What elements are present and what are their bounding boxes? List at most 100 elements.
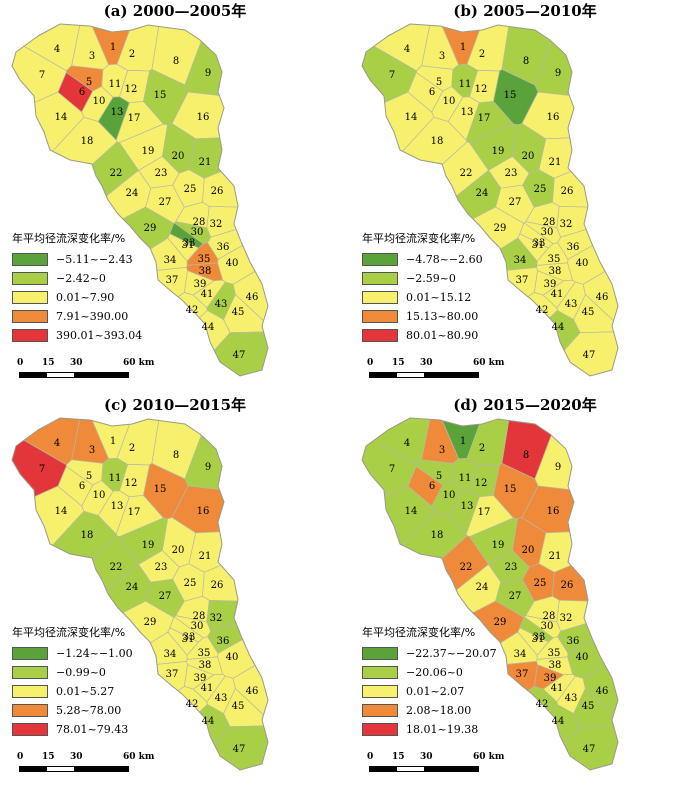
legend-title: 年平均径流深变化率/% [362,626,476,639]
subbasin-label-29: 29 [144,617,157,628]
scale-label: 0 [367,752,374,762]
legend-row: 78.01~79.43 [12,720,133,739]
subbasin-label-8: 8 [173,56,179,67]
subbasin-label-46: 46 [246,292,259,303]
subbasin-label-14: 14 [55,506,68,517]
subbasin-label-3: 3 [89,51,95,62]
legend-row: −0.99~0 [12,663,133,682]
scale-label: 15 [392,752,405,762]
legend: 年平均径流深变化率/% −1.24~−1.00 −0.99~0 0.01~5.2… [12,624,133,739]
legend-row: 390.01~393.04 [12,326,142,345]
subbasin-label-23: 23 [505,168,518,179]
legend-label: −20.06~0 [406,666,463,679]
subbasin-label-33: 33 [183,238,196,249]
subbasin-33 [169,222,204,249]
subbasin-label-28: 28 [193,217,206,228]
subbasin-label-10: 10 [443,490,456,501]
subbasin-label-38: 38 [199,660,212,671]
subbasin-label-32: 32 [210,613,223,624]
legend-row: 7.91~390.00 [12,307,142,326]
subbasin-label-33: 33 [533,632,546,643]
map-panel-a: (a) 2000—2005年 1 2 3 4 5 6 7 8 9 10 11 12 13 14 15 16 17… [0,0,350,394]
subbasin-label-21: 21 [199,551,212,562]
subbasin-label-22: 22 [110,168,123,179]
subbasin-label-35: 35 [548,648,561,659]
subbasin-label-12: 12 [125,84,138,95]
subbasin-label-24: 24 [126,188,139,199]
scale-bar-graphic [19,766,129,772]
legend-swatch [362,310,398,323]
scale-bar: 0 15 30 60 km [365,752,504,776]
map-panel-c: (c) 2010—2015年 1 2 3 4 5 6 7 8 9 10 11 12 13 14 15 16 17… [0,394,350,788]
subbasin-label-35: 35 [548,254,561,265]
scale-label: 60 km [473,358,505,368]
panel-title: (b) 2005—2010年 [453,2,597,20]
subbasin-9 [184,418,268,505]
subbasin-label-17: 17 [128,507,141,518]
subbasin-label-40: 40 [226,258,239,269]
scale-label: 0 [367,358,374,368]
subbasin-label-5: 5 [436,77,442,88]
legend-row: −2.59~0 [362,269,483,288]
subbasin-label-28: 28 [193,611,206,622]
scale-label: 30 [70,752,83,762]
subbasin-label-6: 6 [429,481,435,492]
subbasin-label-9: 9 [555,68,561,79]
subbasin-label-36: 36 [217,242,230,253]
subbasin-label-26: 26 [561,186,574,197]
legend-swatch [362,723,398,736]
legend-swatch [12,291,48,304]
basin-outline [361,23,619,377]
subbasin-label-19: 19 [492,540,505,551]
subbasin-label-36: 36 [567,636,580,647]
subbasin-label-15: 15 [154,484,167,495]
subbasin-label-38: 38 [549,266,562,277]
subbasin-label-29: 29 [494,617,507,628]
subbasin-label-10: 10 [93,490,106,501]
subbasin-label-3: 3 [439,51,445,62]
subbasin-label-27: 27 [509,197,522,208]
subbasin-label-30: 30 [541,227,554,238]
subbasin-label-41: 41 [201,683,214,694]
scale-bar-graphic [369,766,479,772]
subbasin-label-46: 46 [246,686,259,697]
subbasin-label-33: 33 [183,632,196,643]
scale-label: 15 [42,752,55,762]
subbasin-label-9: 9 [205,68,211,79]
subbasin-label-37: 37 [516,669,529,680]
subbasin-label-1: 1 [110,436,116,447]
subbasin-label-32: 32 [560,613,573,624]
subbasin-label-30: 30 [541,621,554,632]
legend-swatch [12,723,48,736]
subbasin-label-9: 9 [205,462,211,473]
scale-bar: 0 15 30 60 km [15,358,154,382]
legend-swatch [362,647,398,660]
subbasin-label-10: 10 [443,96,456,107]
subbasin-label-7: 7 [389,464,395,475]
legend: 年平均径流深变化率/% −4.78~−2.60 −2.59~0 0.01~15.… [362,230,483,345]
subbasin-label-18: 18 [81,530,94,541]
subbasin-label-20: 20 [522,151,535,162]
subbasin-label-28: 28 [543,217,556,228]
legend-label: −2.42~0 [56,272,106,285]
legend-row: −4.78~−2.60 [362,250,483,269]
legend-label: −5.11~−2.43 [56,253,133,266]
subbasin-47 [523,725,618,770]
subbasin-label-40: 40 [576,652,589,663]
legend-swatch [12,310,48,323]
subbasin-label-4: 4 [54,438,60,449]
legend-label: −22.37~−20.07 [406,647,497,660]
subbasin-33 [519,616,554,643]
legend-swatch [12,666,48,679]
legend-row: −22.37~−20.07 [362,644,497,663]
legend-swatch [362,685,398,698]
legend-label: 390.01~393.04 [56,329,143,342]
subbasin-label-34: 34 [164,649,177,660]
subbasin-label-43: 43 [215,693,228,704]
subbasin-46 [232,214,268,349]
legend-row: 0.01~7.90 [12,288,142,307]
subbasin-label-3: 3 [89,445,95,456]
subbasin-label-6: 6 [79,481,85,492]
subbasin-46 [582,214,618,349]
subbasin-label-43: 43 [565,299,578,310]
